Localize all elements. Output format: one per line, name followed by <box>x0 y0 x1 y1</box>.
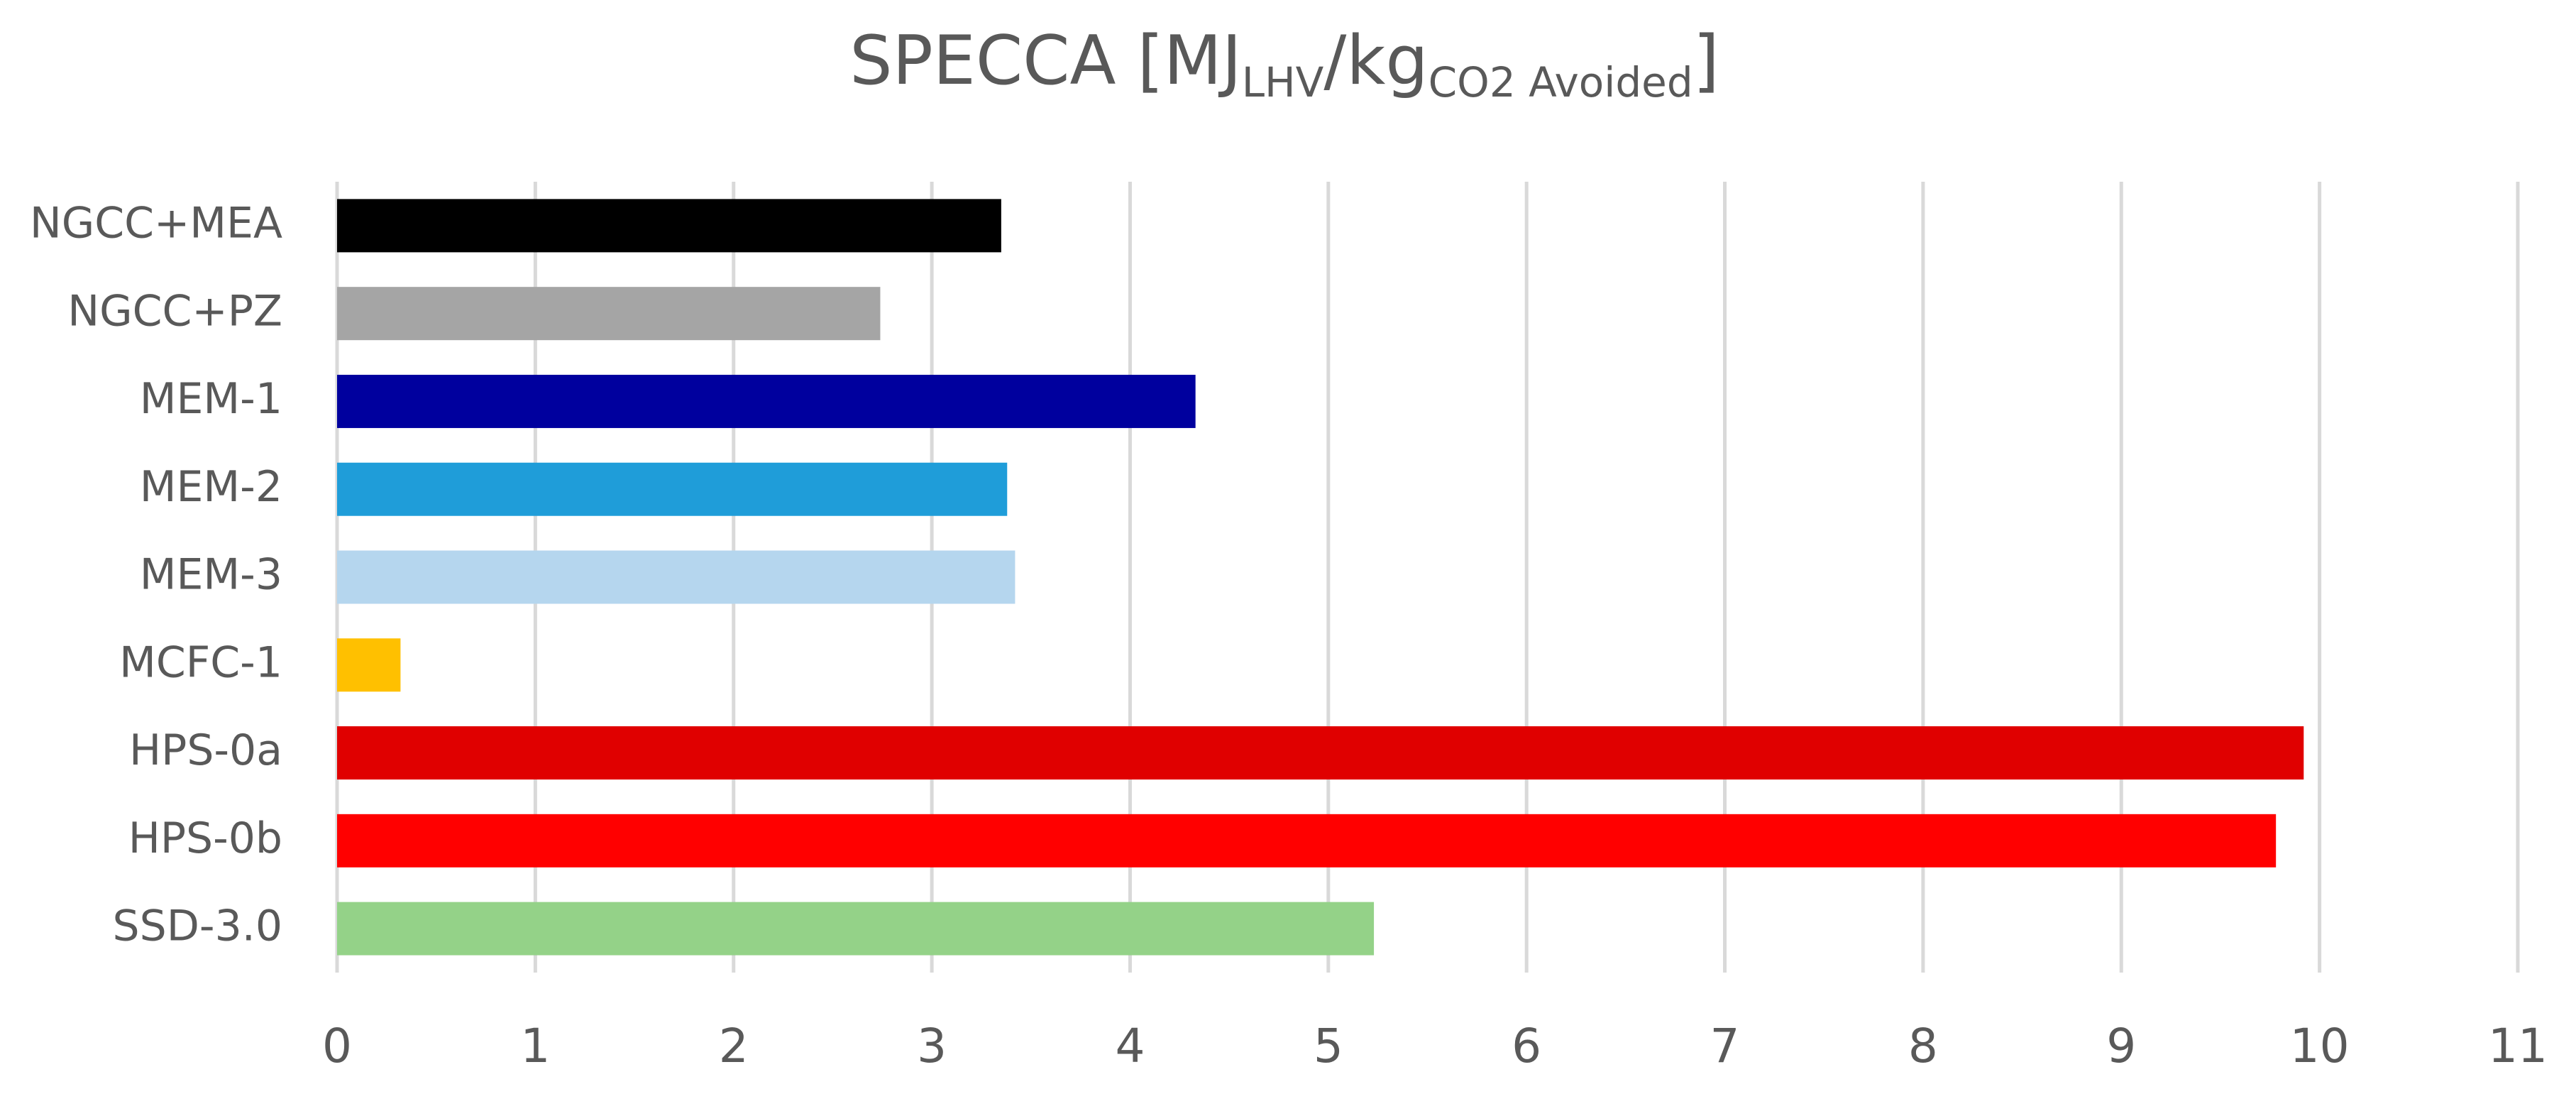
x-tick-label: 10 <box>2290 1019 2350 1073</box>
title-part: /kg <box>1323 22 1428 100</box>
y-tick-label: NGCC+PZ <box>67 286 282 336</box>
x-tick-label: 0 <box>322 1019 352 1073</box>
y-tick-label: MCFC-1 <box>119 637 282 687</box>
x-tick-label: 8 <box>1908 1019 1938 1073</box>
bar <box>337 638 401 692</box>
title-subscript: LHV <box>1242 58 1324 106</box>
y-tick-label: MEM-3 <box>140 550 282 600</box>
y-tick-label: HPS-0a <box>129 726 282 775</box>
x-tick-label: 11 <box>2488 1019 2548 1073</box>
bar <box>337 902 1375 956</box>
y-tick-label: HPS-0b <box>128 814 282 863</box>
bar <box>337 199 1001 253</box>
x-tick-label: 6 <box>1512 1019 1541 1073</box>
x-tick-label: 5 <box>1314 1019 1343 1073</box>
title-subscript: CO2 Avoided <box>1429 58 1693 106</box>
bar <box>337 726 2304 780</box>
bar <box>337 287 881 341</box>
x-tick-label: 2 <box>719 1019 749 1073</box>
title-part: ] <box>1693 22 1719 100</box>
bar <box>337 374 1196 428</box>
bar <box>337 462 1008 516</box>
y-tick-label: SSD-3.0 <box>113 902 282 951</box>
x-tick-label: 3 <box>917 1019 947 1073</box>
title-part: SPECCA [MJ <box>849 22 1242 100</box>
y-tick-label: MEM-1 <box>140 374 282 424</box>
x-tick-label: 7 <box>1710 1019 1740 1073</box>
bar <box>337 550 1015 604</box>
y-tick-label: MEM-2 <box>140 462 282 512</box>
x-tick-label: 4 <box>1115 1019 1145 1073</box>
x-tick-label: 1 <box>520 1019 550 1073</box>
y-tick-label: NGCC+MEA <box>30 198 282 248</box>
bar <box>337 814 2277 868</box>
chart-title: SPECCA [MJLHV/kgCO2 Avoided] <box>849 22 1719 106</box>
x-tick-label: 9 <box>2106 1019 2136 1073</box>
